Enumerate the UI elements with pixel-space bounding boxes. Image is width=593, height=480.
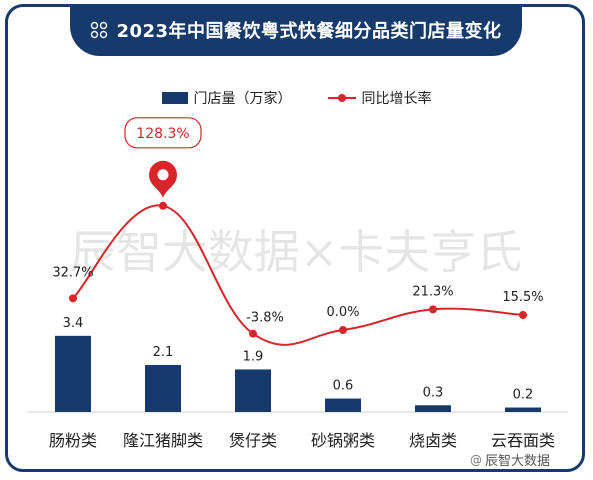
legend-bar-label: 门店量（万家） — [193, 91, 292, 107]
watermark-text: 辰智大数据×卡夫亨氏 — [70, 225, 523, 279]
line-point — [339, 326, 347, 334]
bar — [505, 407, 541, 412]
chart-legend: 门店量（万家） 同比增长率 — [0, 86, 593, 110]
bar-value-label: 0.3 — [423, 385, 444, 400]
x-tick-label: 煲仔类 — [229, 431, 277, 450]
at-icon: @ — [470, 452, 482, 467]
bar — [235, 369, 271, 412]
line-point — [429, 305, 437, 314]
title-banner: 2023年中国餐饮粤式快餐细分品类门店量变化 — [70, 4, 522, 56]
chart-frame — [5, 4, 585, 472]
bar-value-label: 3.4 — [63, 316, 84, 331]
line-value-label: 21.3% — [412, 284, 453, 299]
line-value-label: 0.0% — [326, 305, 359, 320]
chart-title: 2023年中国餐饮粤式快餐细分品类门店量变化 — [116, 21, 502, 42]
line-point — [69, 294, 77, 303]
x-tick-label: 肠粉类 — [49, 431, 97, 450]
callout-box — [124, 117, 202, 149]
line-value-label: 15.5% — [502, 290, 543, 305]
legend-item-line: 同比增长率 — [327, 88, 432, 108]
bar — [145, 364, 181, 412]
bar-value-label: 2.1 — [153, 345, 174, 360]
line-value-label: -3.8% — [246, 311, 284, 326]
bar-value-label: 1.9 — [243, 349, 264, 364]
callout-value-label: 128.3% — [136, 126, 189, 142]
legend-line-label: 同比增长率 — [361, 91, 432, 107]
grid-dots-icon — [91, 21, 108, 39]
line-point — [519, 310, 527, 319]
source-watermark: @ 辰智大数据 — [470, 450, 551, 470]
line-point — [159, 201, 167, 210]
legend-line-swatch — [327, 92, 356, 104]
x-tick-label: 隆江猪脚类 — [123, 431, 203, 450]
x-tick-label: 云吞面类 — [491, 431, 555, 450]
bar-value-label: 0.6 — [333, 379, 354, 394]
bar — [325, 398, 361, 412]
line-value-label: 32.7% — [52, 265, 93, 280]
source-text: 辰智大数据 — [485, 454, 551, 469]
map-pin-hole — [157, 169, 169, 181]
legend-item-bar: 门店量（万家） — [161, 88, 292, 108]
bar — [55, 335, 91, 412]
legend-bar-swatch — [161, 92, 188, 104]
bar-value-label: 0.2 — [513, 388, 534, 403]
x-tick-label: 砂锅粥类 — [311, 431, 375, 450]
bar — [415, 405, 451, 412]
x-tick-label: 烧卤类 — [409, 431, 457, 450]
line-point — [249, 329, 257, 338]
